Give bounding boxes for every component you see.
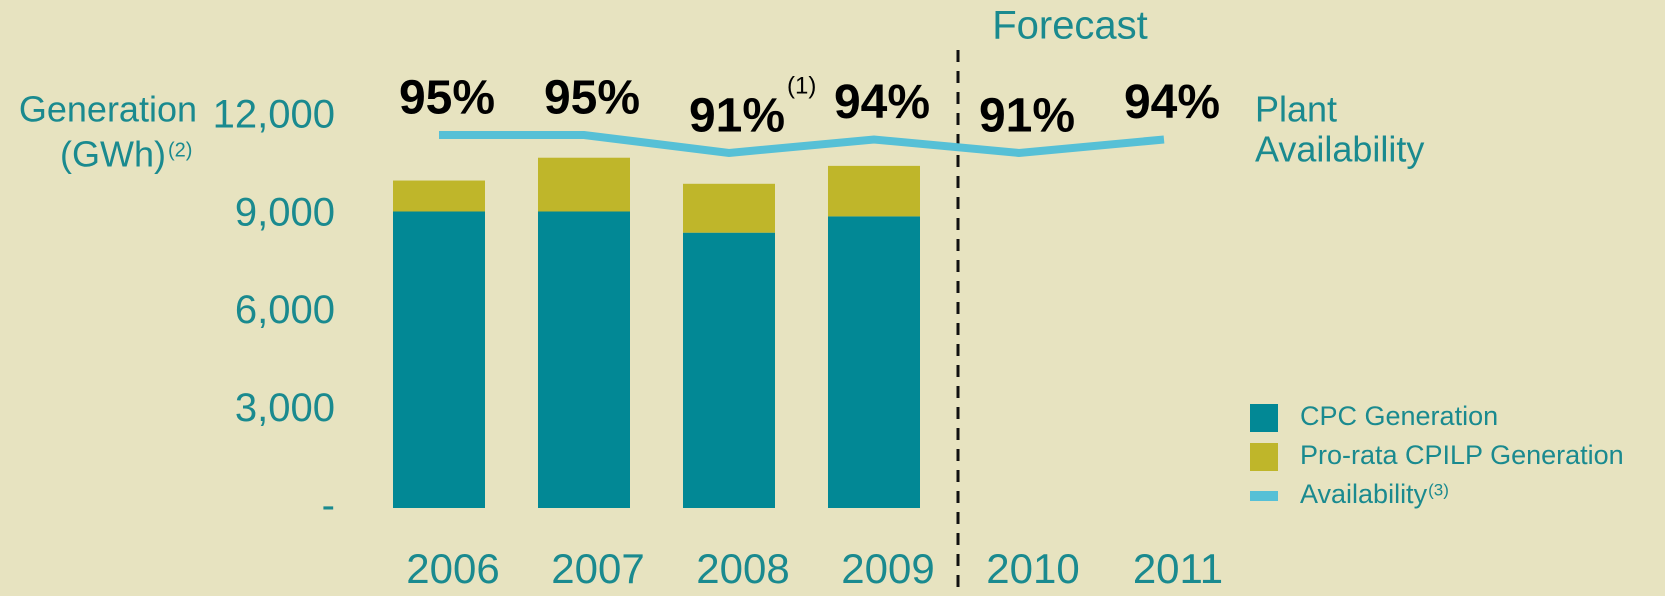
bar bbox=[683, 232, 775, 508]
line-label: Plant bbox=[1255, 89, 1337, 130]
y-axis-label: Generation bbox=[19, 89, 197, 130]
legend-swatch bbox=[1250, 404, 1278, 432]
bar bbox=[828, 165, 920, 217]
availability-line bbox=[439, 130, 1165, 157]
y-axis-label: (GWh) bbox=[60, 134, 166, 175]
x-tick-label: 2006 bbox=[406, 545, 499, 592]
legend-note: (3) bbox=[1428, 480, 1449, 499]
x-tick-label: 2009 bbox=[841, 545, 934, 592]
bar bbox=[538, 157, 630, 212]
legend-swatch bbox=[1250, 443, 1278, 471]
data-label: 91% bbox=[689, 90, 785, 143]
x-tick-label: 2008 bbox=[696, 545, 789, 592]
data-label: 94% bbox=[834, 76, 930, 129]
bar bbox=[828, 216, 920, 509]
x-tick-label: 2011 bbox=[1133, 545, 1223, 592]
y-tick-label: 6,000 bbox=[235, 288, 335, 332]
y-tick-label: 12,000 bbox=[213, 93, 335, 137]
line-label: Availability bbox=[1255, 129, 1424, 170]
bar bbox=[683, 183, 775, 233]
bar bbox=[393, 211, 485, 508]
data-label: 91% bbox=[979, 90, 1075, 143]
data-label: 94% bbox=[1124, 76, 1220, 129]
data-label: 95% bbox=[544, 72, 640, 125]
legend-label: Pro-rata CPILP Generation bbox=[1300, 440, 1624, 470]
y-tick-label: - bbox=[322, 484, 335, 528]
x-tick-label: 2010 bbox=[986, 545, 1079, 592]
forecast-label: Forecast bbox=[992, 4, 1148, 48]
y-axis-note: (2) bbox=[168, 139, 192, 161]
annotation-note: (1) bbox=[787, 72, 816, 99]
legend-label: Availability bbox=[1300, 479, 1428, 509]
y-tick-label: 3,000 bbox=[235, 386, 335, 430]
bar bbox=[393, 180, 485, 212]
data-label: 95% bbox=[399, 72, 495, 125]
legend-label: CPC Generation bbox=[1300, 401, 1498, 431]
legend-swatch bbox=[1250, 491, 1278, 501]
y-tick-label: 9,000 bbox=[235, 190, 335, 234]
x-tick-label: 2007 bbox=[551, 545, 644, 592]
bar bbox=[538, 211, 630, 508]
